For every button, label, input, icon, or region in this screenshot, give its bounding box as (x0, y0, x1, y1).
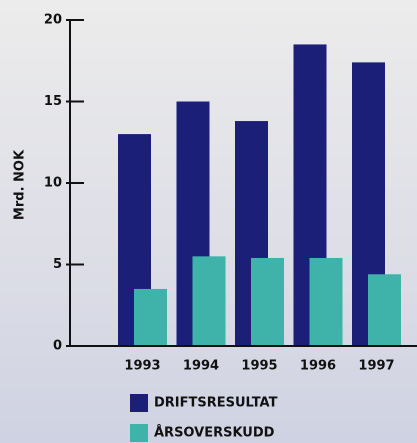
bar (192, 256, 226, 346)
y-tick-label: 0 (53, 339, 62, 354)
bar (134, 288, 167, 346)
y-tick-label: 5 (53, 257, 62, 272)
x-tick-label: 1994 (183, 359, 219, 374)
y-tick-label: 20 (44, 13, 62, 28)
x-tick-label: 1997 (358, 359, 394, 374)
bar (309, 257, 343, 346)
bar (251, 257, 284, 346)
legend-label: ÅRSOVERSKUDD (154, 425, 275, 441)
legend-swatch (130, 394, 148, 412)
legend-swatch (130, 424, 148, 442)
legend-label: DRIFTSRESULTAT (154, 396, 278, 411)
bar (368, 274, 401, 346)
x-tick-label: 1996 (300, 359, 336, 374)
y-axis-label: Mrd. NOK (13, 149, 28, 220)
y-tick-label: 15 (44, 94, 62, 109)
x-tick-label: 1995 (241, 359, 277, 374)
y-tick-label: 10 (44, 176, 62, 191)
x-tick-label: 1993 (124, 359, 160, 374)
